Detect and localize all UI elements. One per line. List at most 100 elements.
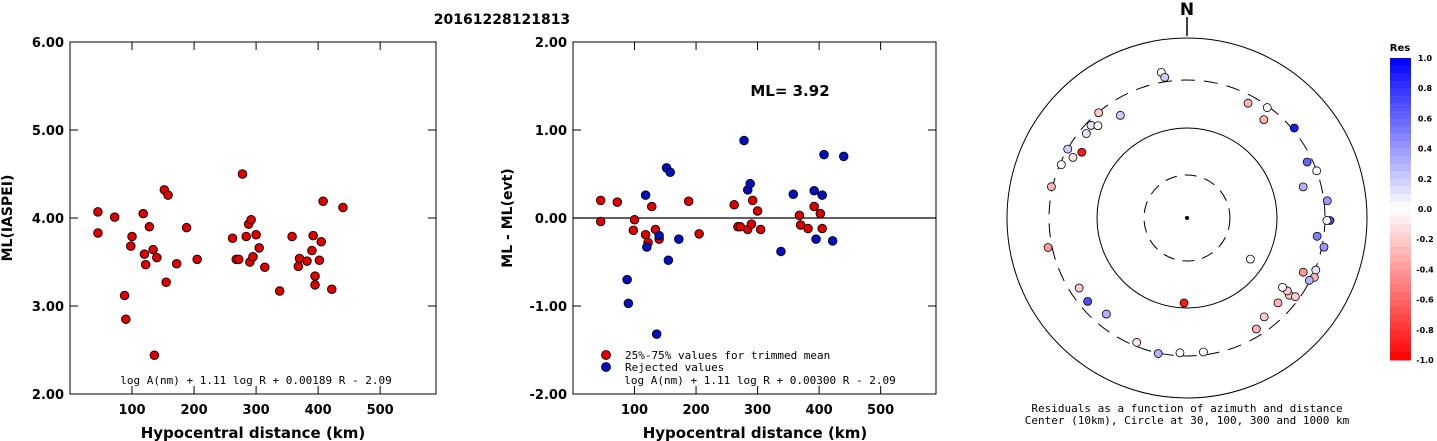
formula-label: log A(nm) + 1.11 log R + 0.00300 R - 2.0… <box>624 374 896 387</box>
data-point <box>246 215 256 225</box>
data-point <box>612 197 623 207</box>
colorbar-tick-label: 1.0 <box>1418 54 1433 63</box>
x-tick-label: 500 <box>867 403 894 418</box>
legend-label-trimmed-mean: 25%-75% values for trimmed mean <box>625 349 830 362</box>
data-point <box>163 190 173 200</box>
colorbar-cell <box>1390 246 1411 255</box>
colorbar-cell <box>1390 261 1411 270</box>
caption-line-2: Center (10km), Circle at 30, 100, 300 an… <box>1025 414 1350 427</box>
data-point <box>139 249 150 259</box>
data-point <box>809 185 819 196</box>
x-tick-label: 100 <box>118 403 145 418</box>
colorbar-tick-label: -0.4 <box>1416 265 1434 274</box>
colorbar-cell <box>1390 276 1411 285</box>
data-point <box>93 207 103 217</box>
colorbar-tick-label: 0.8 <box>1418 84 1433 93</box>
data-point <box>623 298 634 309</box>
colorbar-cell <box>1390 141 1411 150</box>
colorbar-cell <box>1390 133 1411 142</box>
data-point <box>227 233 238 243</box>
residual-point <box>1153 349 1163 358</box>
data-point <box>251 229 261 240</box>
residual-point <box>1304 275 1314 285</box>
data-point <box>241 231 251 242</box>
colorbar-cell <box>1390 110 1411 119</box>
x-tick-label: 300 <box>744 403 771 418</box>
legend-label-rejected: Rejected values <box>625 361 724 374</box>
data-point <box>287 231 297 242</box>
data-points <box>595 135 849 339</box>
data-point <box>809 201 819 212</box>
data-point <box>126 241 136 251</box>
data-point <box>274 286 285 296</box>
center-point <box>1185 216 1189 220</box>
colorbar-tick-label: 0.6 <box>1418 114 1433 123</box>
north-label: N <box>1180 0 1194 20</box>
residual-point <box>1083 296 1093 306</box>
data-point <box>640 190 651 200</box>
data-point <box>308 230 318 241</box>
x-tick-labels: 100 200 300 400 500 <box>621 42 894 418</box>
data-point <box>302 256 312 266</box>
data-point <box>811 234 821 244</box>
colorbar-cell <box>1390 352 1411 361</box>
residual-point <box>1312 166 1322 176</box>
colorbar-cell <box>1390 292 1411 301</box>
data-point <box>674 234 684 244</box>
y-tick-label: -1.00 <box>530 300 567 315</box>
data-point <box>171 259 182 269</box>
colorbar-tick-label: 0.0 <box>1418 205 1433 214</box>
ml-residual-plot: -2.00 -1.00 0.00 1.00 2.00 100 200 300 400 500 M… <box>500 36 937 441</box>
y-axis-label: ML(IASPEI) <box>0 175 16 262</box>
data-point <box>254 243 264 253</box>
colorbar-cell <box>1390 125 1411 134</box>
data-point <box>663 255 674 265</box>
x-tick-label: 100 <box>621 403 648 418</box>
data-point <box>338 202 348 213</box>
colorbar-cell <box>1390 224 1411 233</box>
data-point <box>747 195 758 206</box>
data-point <box>745 178 755 189</box>
colorbar-cell <box>1390 58 1411 67</box>
legend-marker-trimmed-mean <box>601 350 611 360</box>
residual-point <box>1068 152 1078 162</box>
colorbar-cell <box>1390 88 1411 97</box>
y-tick-label: 3.00 <box>32 300 64 315</box>
data-point <box>233 254 244 265</box>
data-point <box>776 246 786 257</box>
residual-point <box>1074 283 1084 293</box>
x-tick-label: 400 <box>806 403 833 418</box>
residual-point <box>1289 123 1299 133</box>
data-point <box>628 225 639 236</box>
residual-point <box>1043 243 1053 252</box>
data-point <box>665 167 675 177</box>
data-point <box>192 254 202 265</box>
data-point <box>683 196 694 207</box>
residual-point <box>1056 160 1066 170</box>
data-point <box>310 280 320 290</box>
colorbar-cell <box>1390 337 1411 346</box>
residual-point <box>1322 216 1332 225</box>
data-point <box>318 196 328 207</box>
data-point <box>640 229 651 240</box>
data-point <box>817 223 827 234</box>
colorbar-cell <box>1390 269 1411 278</box>
y-tick-label: 2.00 <box>32 388 64 403</box>
caption-line-1: Residuals as a function of azimuth and d… <box>1031 402 1342 415</box>
residual-point <box>1245 254 1255 264</box>
residual-point <box>1302 157 1312 167</box>
data-point <box>819 149 829 160</box>
y-tick-label: 1.00 <box>535 124 567 139</box>
x-axis-label: Hypocentral distance (km) <box>141 424 366 441</box>
data-point <box>838 151 849 162</box>
data-point <box>654 230 664 241</box>
data-points <box>93 169 348 361</box>
residual-point <box>1243 98 1253 108</box>
y-tick-label: 4.00 <box>32 212 64 227</box>
residual-point <box>1298 182 1308 192</box>
data-point <box>642 242 652 252</box>
colorbar-cell <box>1390 329 1411 338</box>
x-tick-label: 500 <box>367 403 394 418</box>
residual-point <box>1063 144 1073 154</box>
data-point <box>109 212 120 222</box>
